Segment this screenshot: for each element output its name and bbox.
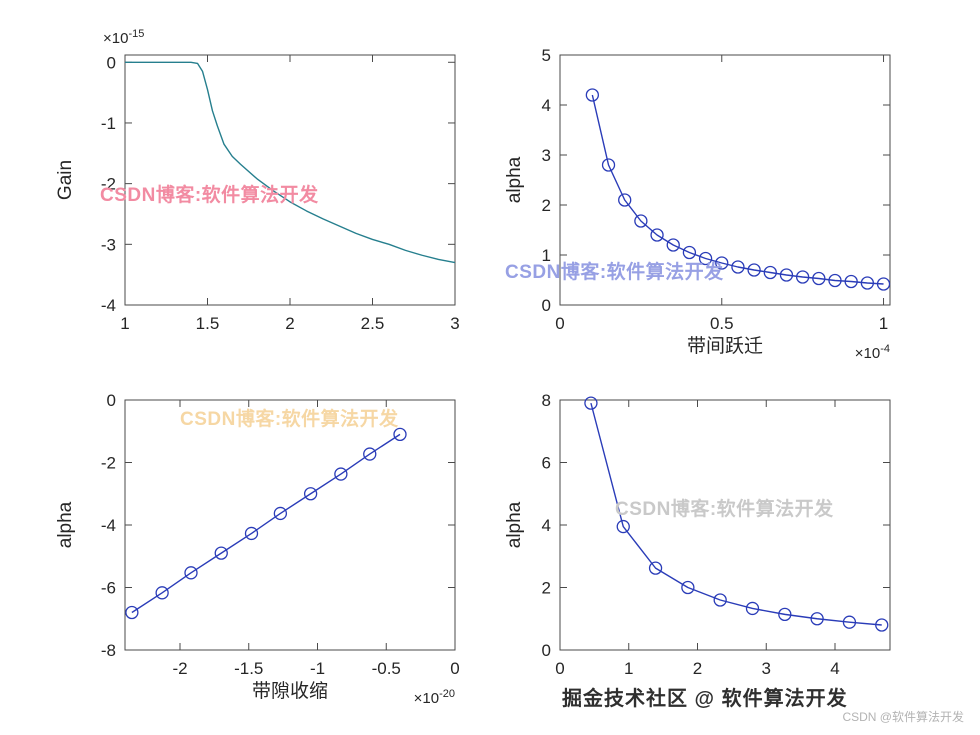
x-tick-label: 0 bbox=[555, 659, 564, 678]
x-tick-label: 2 bbox=[285, 314, 294, 333]
data-line bbox=[591, 94, 884, 285]
y-tick-label: 0 bbox=[542, 641, 551, 660]
data-marker bbox=[778, 607, 792, 622]
data-marker bbox=[795, 270, 810, 284]
x-tick-label: -0.5 bbox=[372, 659, 401, 678]
y-tick-label: 4 bbox=[542, 516, 551, 535]
x-tick-label: 1.5 bbox=[196, 314, 220, 333]
data-marker bbox=[244, 526, 259, 541]
data-marker bbox=[155, 586, 169, 600]
data-marker bbox=[273, 506, 288, 521]
x-tick-label: 2.5 bbox=[361, 314, 385, 333]
x-tick-label: 1 bbox=[624, 659, 633, 678]
data-marker bbox=[648, 561, 663, 575]
data-line bbox=[125, 61, 456, 264]
y-tick-label: -2 bbox=[101, 175, 116, 194]
y-tick-label: 0 bbox=[107, 53, 116, 72]
footer-juejin-credit: 掘金技术社区 @ 软件算法开发 bbox=[562, 688, 848, 710]
data-marker bbox=[779, 268, 794, 282]
data-marker bbox=[763, 265, 777, 280]
x-tick-label: 3 bbox=[450, 314, 459, 333]
y-tick-label: -6 bbox=[101, 579, 116, 598]
y-tick-label: -4 bbox=[101, 296, 116, 315]
data-marker bbox=[184, 566, 198, 580]
footer-csdn-credit: CSDN @软件算法开发 bbox=[842, 710, 964, 724]
x-tick-label: 4 bbox=[830, 659, 839, 678]
x-tick-label: 1 bbox=[120, 314, 129, 333]
data-marker bbox=[842, 615, 857, 629]
x-tick-label: 0 bbox=[555, 314, 564, 333]
y-axis-label: alpha bbox=[504, 156, 525, 203]
x-scale-multiplier: ×10-20 bbox=[414, 688, 455, 707]
data-marker bbox=[618, 193, 632, 207]
data-marker bbox=[214, 546, 228, 560]
y-tick-label: 0 bbox=[542, 296, 551, 315]
subplot-alpha-vs-x: 0 1 2 3 4 0 2 4 6 8 alpha bbox=[504, 391, 891, 678]
x-tick-label: 1 bbox=[879, 314, 888, 333]
y-tick-label: -8 bbox=[101, 641, 116, 660]
x-scale-multiplier: ×10-4 bbox=[855, 343, 890, 362]
subplot-alpha-vs-bandgap: -2 -1.5 -1 -0.5 0 -8 -6 -4 -2 0 alpha 带隙收缩 ×10-20 bbox=[55, 391, 460, 707]
data-marker bbox=[876, 277, 891, 291]
x-tick-label: 0 bbox=[450, 659, 459, 678]
y-scale-multiplier: ×10-15 bbox=[103, 28, 144, 47]
data-marker bbox=[616, 519, 630, 534]
data-marker bbox=[715, 256, 729, 270]
data-line bbox=[590, 402, 882, 626]
data-marker bbox=[601, 158, 616, 172]
data-marker bbox=[634, 214, 648, 228]
y-tick-label: 5 bbox=[542, 46, 551, 65]
x-tick-label: 2 bbox=[693, 659, 702, 678]
data-marker bbox=[363, 447, 377, 461]
y-tick-label: 4 bbox=[542, 96, 551, 115]
y-tick-label: 3 bbox=[542, 146, 551, 165]
x-tick-label: 3 bbox=[762, 659, 771, 678]
x-tick-label: -1.5 bbox=[234, 659, 263, 678]
data-marker bbox=[650, 228, 664, 242]
data-line bbox=[131, 433, 401, 614]
data-marker bbox=[844, 274, 858, 289]
data-marker bbox=[828, 273, 842, 288]
y-axis-label: alpha bbox=[504, 501, 525, 548]
y-tick-label: 6 bbox=[542, 454, 551, 473]
x-tick-label: -2 bbox=[172, 659, 187, 678]
x-tick-label: 0.5 bbox=[710, 314, 734, 333]
data-marker bbox=[875, 618, 889, 632]
data-marker bbox=[334, 467, 348, 481]
data-marker bbox=[393, 427, 407, 442]
y-tick-label: 0 bbox=[107, 391, 116, 410]
data-marker bbox=[666, 238, 680, 252]
x-axis-label: 带间跃迁 bbox=[687, 335, 763, 357]
data-marker bbox=[682, 245, 697, 260]
data-marker bbox=[585, 88, 600, 102]
y-tick-label: 2 bbox=[542, 579, 551, 598]
y-axis-label: Gain bbox=[55, 160, 76, 200]
x-axis-label: 带隙收缩 bbox=[252, 680, 328, 702]
y-tick-label: -1 bbox=[101, 114, 116, 133]
data-marker bbox=[698, 251, 713, 266]
y-tick-label: -4 bbox=[101, 516, 116, 535]
data-marker bbox=[745, 601, 760, 616]
y-tick-label: 1 bbox=[542, 246, 551, 265]
data-marker bbox=[731, 260, 745, 274]
data-marker bbox=[810, 612, 824, 626]
data-marker bbox=[713, 593, 727, 607]
data-marker bbox=[812, 271, 826, 286]
y-axis-label: alpha bbox=[55, 501, 76, 548]
data-marker bbox=[860, 276, 875, 290]
data-marker bbox=[125, 605, 139, 620]
subplot-gain-vs-x: 1 1.5 2 2.5 3 -4 -3 -2 -1 0 Gain ×10-15 bbox=[55, 28, 460, 333]
y-tick-label: 2 bbox=[542, 196, 551, 215]
data-marker bbox=[681, 580, 695, 595]
y-tick-label: -3 bbox=[101, 235, 116, 254]
data-marker bbox=[303, 487, 318, 501]
subplot-alpha-vs-interband: 0 0.5 1 0 1 2 3 4 5 alpha 带间跃迁 ×10-4 bbox=[504, 46, 891, 362]
data-marker bbox=[747, 263, 761, 277]
data-marker bbox=[584, 396, 598, 410]
y-tick-label: 8 bbox=[542, 391, 551, 410]
y-tick-label: -2 bbox=[101, 454, 116, 473]
x-tick-label: -1 bbox=[310, 659, 325, 678]
